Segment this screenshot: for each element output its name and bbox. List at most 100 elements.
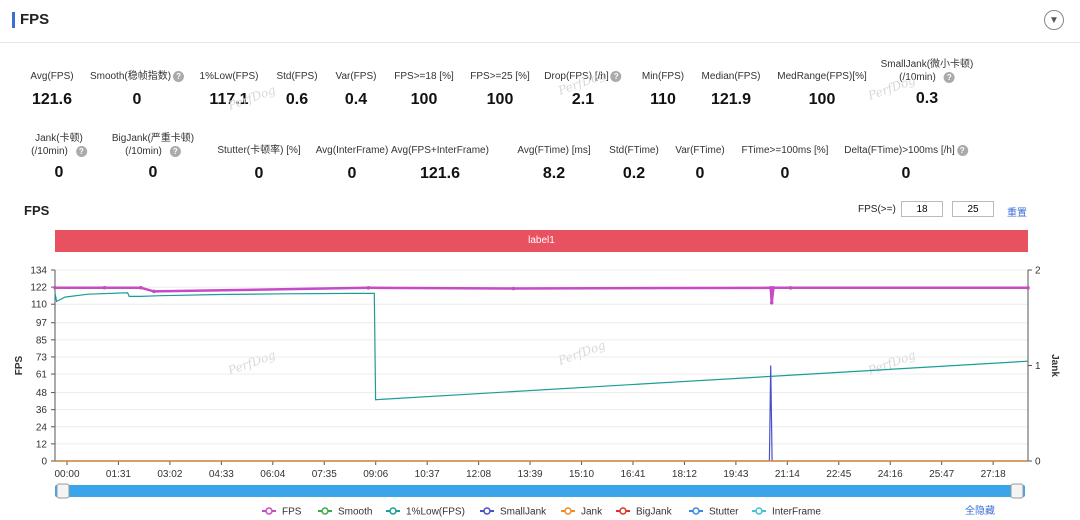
x-tick-label: 15:10 (569, 469, 594, 480)
stat-value: 0 (901, 165, 911, 182)
stat-label: Avg(FPS+InterFrame) (391, 145, 489, 156)
x-tick-label: 07:35 (312, 469, 337, 480)
stat-stats_row1-3: Std(FPS) 0.6 (276, 70, 317, 109)
stat-label: MedRange(FPS)[%] (777, 71, 867, 82)
legend-item-smalljank: SmallJank (500, 507, 547, 518)
stat-label: FPS>=18 [%] (394, 71, 454, 82)
legend-marker[interactable] (692, 507, 700, 515)
legend-marker[interactable] (483, 507, 491, 515)
help-icon[interactable]: ? (943, 71, 955, 83)
stat-stats_row2-1: BigJank(严重卡顿) (/10min)? 0 (112, 132, 194, 182)
legend-marker[interactable] (564, 507, 572, 515)
x-tick-label: 24:16 (878, 469, 903, 480)
stat-value: 0.3 (915, 90, 939, 107)
watermark-text: PerfDog (555, 68, 607, 98)
stat-stats_row2-3: Avg(InterFrame) 0 (316, 144, 389, 183)
stat-label: Avg(FPS) (30, 71, 74, 82)
stat-stats_row1-7: Drop(FPS) [/h]? 2.1 (544, 70, 622, 109)
legend-item-stutter: Stutter (709, 507, 739, 518)
stat-label: FPS>=25 [%] (470, 71, 530, 82)
x-tick-label: 16:41 (620, 469, 645, 480)
stat-label-unit: (/10min) (31, 146, 68, 157)
legend-marker[interactable] (321, 507, 329, 515)
legend-item-fps: FPS (282, 507, 302, 518)
y2-tick-label: 0 (1035, 457, 1041, 468)
x-tick-label: 03:02 (157, 469, 182, 480)
stat-value: 100 (486, 91, 514, 108)
fps-point (366, 286, 371, 290)
stat-value: 121.6 (31, 91, 73, 108)
fps-point (768, 286, 773, 290)
stat-value: 117.1 (209, 91, 249, 108)
stat-label: Delta(FTime)>100ms [/h] (844, 145, 955, 156)
reset-link[interactable]: 重置 (1007, 208, 1027, 219)
stat-value: 100 (808, 91, 836, 108)
y2-tick-label: 2 (1035, 266, 1041, 277)
stat-label: Median(FPS) (701, 71, 761, 82)
y-axis-label: FPS (14, 355, 25, 375)
series-line-smalljank (55, 365, 1028, 462)
x-tick-label: 18:12 (672, 469, 697, 480)
slider-handle-right[interactable] (1010, 483, 1024, 499)
stat-value: 0 (254, 165, 264, 182)
legend-item-jank: Jank (581, 507, 603, 518)
stat-stats_row2-8: FTime>=100ms [%] 0 (742, 144, 829, 183)
x-tick-label: 06:04 (260, 469, 285, 480)
legend-marker[interactable] (619, 507, 627, 515)
fps-point (511, 286, 516, 291)
stat-value: 0 (695, 165, 705, 182)
stat-label: Var(FPS) (335, 71, 377, 82)
fps-threshold-input-1[interactable] (901, 201, 943, 217)
stat-value: 0 (54, 164, 64, 181)
stat-label: Std(FPS) (276, 71, 318, 82)
time-range-slider[interactable] (55, 485, 1025, 497)
legend-marker[interactable] (389, 507, 397, 515)
hide-all-link[interactable]: 全隐藏 (965, 504, 995, 517)
label-band: label1 (55, 230, 1028, 252)
stat-stats_row1-5: FPS>=18 [%] 100 (394, 70, 453, 109)
stat-stats_row1-2: 1%Low(FPS) 117.1 (200, 70, 259, 109)
help-icon[interactable]: ? (610, 70, 622, 82)
help-icon[interactable]: ? (169, 145, 181, 157)
legend-marker[interactable] (755, 507, 763, 515)
page-header: FPS ▼ (0, 0, 1080, 43)
y-tick-label: 73 (36, 352, 48, 363)
legend-marker[interactable] (265, 507, 273, 515)
x-tick-label: 00:00 (54, 469, 79, 480)
stat-stats_row1-8: Min(FPS) 110 (642, 70, 684, 109)
stat-value: 0.4 (344, 91, 368, 108)
stat-stats_row2-0: Jank(卡顿) (/10min)? 0 (31, 132, 87, 182)
stat-stats_row2-6: Std(FTime) 0.2 (609, 144, 659, 183)
stat-stats_row1-6: FPS>=25 [%] 100 (470, 70, 529, 109)
slider-handle-left[interactable] (56, 483, 70, 499)
stat-label-unit: (/10min) (899, 72, 936, 83)
stat-stats_row2-4: Avg(FPS+InterFrame) 121.6 (391, 144, 489, 183)
stat-stats_row1-10: MedRange(FPS)[%] 100 (777, 70, 866, 109)
x-tick-label: 19:43 (723, 469, 748, 480)
stat-label: FTime>=100ms [%] (741, 145, 829, 156)
help-icon[interactable]: ? (75, 145, 87, 157)
collapse-chevron-icon[interactable]: ▼ (1044, 10, 1064, 30)
x-tick-label: 09:06 (363, 469, 388, 480)
stat-label: SmallJank(微小卡顿) (880, 59, 974, 70)
stat-value: 121.6 (419, 165, 461, 182)
fps-point (152, 289, 156, 294)
y-tick-label: 110 (31, 300, 47, 311)
y2-axis-label: Jank (1049, 354, 1060, 377)
stat-value: 0 (347, 165, 357, 182)
fps-point (788, 286, 793, 290)
help-icon[interactable]: ? (173, 70, 185, 82)
x-tick-label: 25:47 (929, 469, 954, 480)
y-tick-label: 0 (41, 457, 47, 468)
stat-label: Drop(FPS) [/h] (544, 71, 609, 82)
watermark-text: PerfDog (225, 83, 277, 113)
fps-point (771, 286, 776, 290)
y-tick-label: 12 (36, 439, 48, 450)
watermark-text: PerfDog (555, 338, 607, 368)
stat-label: Std(FTime) (609, 145, 659, 156)
series-line-1-low-fps- (54, 292, 1029, 401)
help-icon[interactable]: ? (956, 144, 968, 156)
fps-threshold-input-2[interactable] (952, 201, 994, 217)
stat-value: 0.6 (285, 91, 309, 108)
stat-label: Avg(FTime) [ms] (517, 145, 591, 156)
